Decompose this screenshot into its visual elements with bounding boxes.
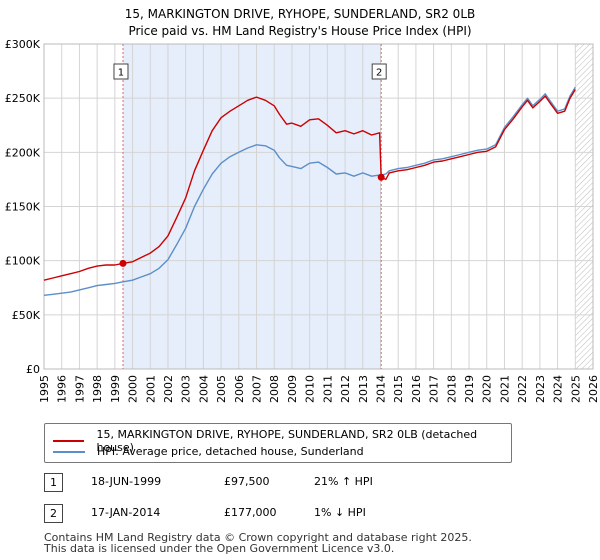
x-tick-label: 1997: [73, 375, 86, 403]
chart-subtitle: Price paid vs. HM Land Registry's House …: [128, 24, 472, 38]
x-tick-label: 2018: [445, 375, 458, 403]
sale-marker-box: [371, 63, 387, 80]
x-tick-label: 2008: [268, 375, 281, 403]
y-tick-label: £200K: [5, 146, 41, 159]
x-tick-label: 2015: [392, 375, 405, 403]
x-tick-label: 2019: [463, 375, 476, 403]
x-tick-label: 2012: [339, 375, 352, 403]
legend-property-swatch: [53, 440, 85, 442]
x-tick-label: 1995: [38, 375, 51, 403]
x-tick-label: 2021: [498, 375, 511, 403]
sale-marker-box: [113, 63, 129, 80]
x-tick-label: 2013: [357, 375, 370, 403]
x-tick-label: 2024: [552, 375, 565, 403]
sale-price: £97,500: [224, 475, 270, 488]
x-tick-label: 2007: [251, 375, 264, 403]
sale-date: 18-JUN-1999: [91, 475, 162, 488]
x-tick-label: 2014: [374, 375, 387, 403]
x-tick-label: 2025: [569, 375, 582, 403]
x-tick-label: 1999: [109, 375, 122, 403]
footer-licence: This data is licensed under the Open Gov…: [44, 542, 395, 555]
legend-hpi-swatch: [53, 450, 85, 453]
x-tick-label: 2026: [587, 375, 600, 403]
legend-item-hpi: HPI: Average price, detached house, Sund…: [53, 445, 364, 458]
plot-border: [43, 43, 594, 370]
x-tick-label: 2011: [321, 375, 334, 403]
x-tick-label: 2009: [286, 375, 299, 403]
sale-point: [377, 173, 385, 181]
x-tick-label: 2023: [534, 375, 547, 403]
y-tick-label: £100K: [5, 255, 41, 268]
y-tick-label: £150K: [5, 201, 41, 214]
x-tick-label: 2022: [516, 375, 529, 403]
footer-attribution: Contains HM Land Registry data © Crown c…: [44, 532, 472, 554]
x-tick-label: 2017: [428, 375, 441, 403]
sale-marker-label: 2: [376, 68, 382, 79]
sale-hpi-change: 1% ↓ HPI: [314, 506, 366, 519]
x-tick-label: 2001: [144, 375, 157, 403]
sale-marker-label: 1: [118, 68, 124, 79]
sale-hpi-change: 21% ↑ HPI: [314, 475, 373, 488]
x-tick-label: 2000: [127, 375, 140, 403]
x-tick-label: 2010: [304, 375, 317, 403]
x-tick-label: 1996: [56, 375, 69, 403]
x-tick-label: 2020: [481, 375, 494, 403]
x-tick-label: 2006: [233, 375, 246, 403]
x-tick-label: 2004: [197, 375, 210, 403]
hpi-line: [43, 86, 576, 296]
y-tick-label: £250K: [5, 92, 41, 105]
x-tick-label: 2005: [215, 375, 228, 403]
sale-point: [119, 259, 127, 267]
sale-number-badge: 1: [44, 473, 63, 492]
sale-number-badge: 2: [44, 504, 63, 523]
sale-price: £177,000: [224, 506, 277, 519]
legend-property-label: 15, MARKINGTON DRIVE, RYHOPE, SUNDERLAND…: [96, 428, 478, 454]
chart-legend: 15, MARKINGTON DRIVE, RYHOPE, SUNDERLAND…: [44, 423, 512, 463]
property-price-line: [43, 89, 576, 281]
x-tick-label: 2003: [180, 375, 193, 403]
y-tick-label: £50K: [12, 309, 41, 322]
x-tick-label: 1998: [91, 375, 104, 403]
footer-copyright: Contains HM Land Registry data © Crown c…: [44, 531, 472, 544]
sale-date: 17-JAN-2014: [91, 506, 161, 519]
chart-title: 15, MARKINGTON DRIVE, RYHOPE, SUNDERLAND…: [124, 7, 476, 21]
y-tick-label: £0: [26, 363, 40, 376]
price-chart: 1995 1996 1997 1998 1999 2000 2001 2002 2003 2004…: [5, 38, 600, 403]
y-tick-label: £300K: [5, 38, 41, 51]
x-tick-label: 2002: [162, 375, 175, 403]
x-tick-label: 2016: [410, 375, 423, 403]
legend-hpi-label: HPI: Average price, detached house, Sund…: [97, 445, 364, 458]
legend-item-property: 15, MARKINGTON DRIVE, RYHOPE, SUNDERLAND…: [53, 428, 511, 454]
